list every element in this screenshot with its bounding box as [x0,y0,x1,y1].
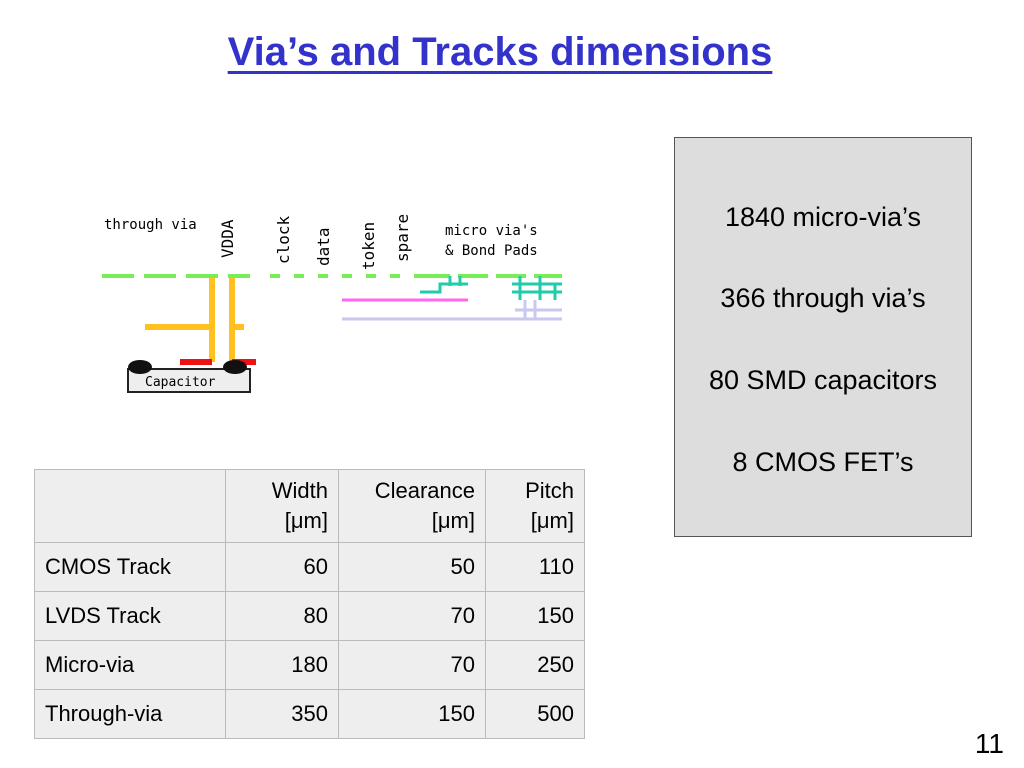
stat-smd-capacitors: 80 SMD capacitors [708,365,938,395]
row-clearance: 70 [338,640,486,690]
row-pitch: 500 [485,689,585,739]
stat-cmos-fet: 8 CMOS FET’s [732,447,914,477]
clock-label: clock [274,215,293,264]
data-label: data [314,227,333,266]
row-clearance: 150 [338,689,486,739]
row-pitch: 110 [485,542,585,592]
spare-label: spare [393,214,412,262]
dimensions-table: Width [μm] Clearance [μm] Pitch [μm] CMO… [34,469,585,739]
row-clearance: 50 [338,542,486,592]
row-width: 180 [225,640,339,690]
row-width: 60 [225,542,339,592]
row-pitch: 250 [485,640,585,690]
table-header-width: Width [μm] [225,469,339,543]
capacitor [127,360,251,393]
row-name: CMOS Track [34,542,226,592]
row-name: Through-via [34,689,226,739]
vdda-label: VDDA [218,219,237,258]
table-header-pitch: Pitch [μm] [485,469,585,543]
row-name: LVDS Track [34,591,226,641]
via-track-diagram: through via VDDA clock data token spare … [102,214,562,393]
micro-vias [420,276,562,300]
row-clearance: 70 [338,591,486,641]
capacitor-label: Capacitor [145,375,216,390]
stat-through-via: 366 through via’s [720,283,926,313]
table-row: Through-via 350 150 500 [34,689,585,739]
table-header-row: Width [μm] Clearance [μm] Pitch [μm] [34,469,585,543]
row-name: Micro-via [34,640,226,690]
vdda-via [145,278,244,362]
stats-box: 1840 micro-via’s 366 through via’s 80 SM… [674,137,972,537]
row-width: 350 [225,689,339,739]
micro-via-label-line2: & Bond Pads [445,243,538,259]
slide-title: Via’s and Tracks dimensions [227,30,773,74]
stat-micro-via: 1840 micro-via’s [724,202,922,232]
table-header-clearance: Clearance [μm] [338,469,486,543]
table-row: Micro-via 180 70 250 [34,640,585,690]
page-number: 11 [974,728,1004,759]
table-row: LVDS Track 80 70 150 [34,591,585,641]
token-label: token [359,222,378,270]
micro-via-label-line1: micro via's [445,223,538,239]
row-width: 80 [225,591,339,641]
row-pitch: 150 [485,591,585,641]
table-header-empty [34,469,226,543]
table-row: CMOS Track 60 50 110 [34,542,585,592]
through-via-label: through via [104,217,197,233]
